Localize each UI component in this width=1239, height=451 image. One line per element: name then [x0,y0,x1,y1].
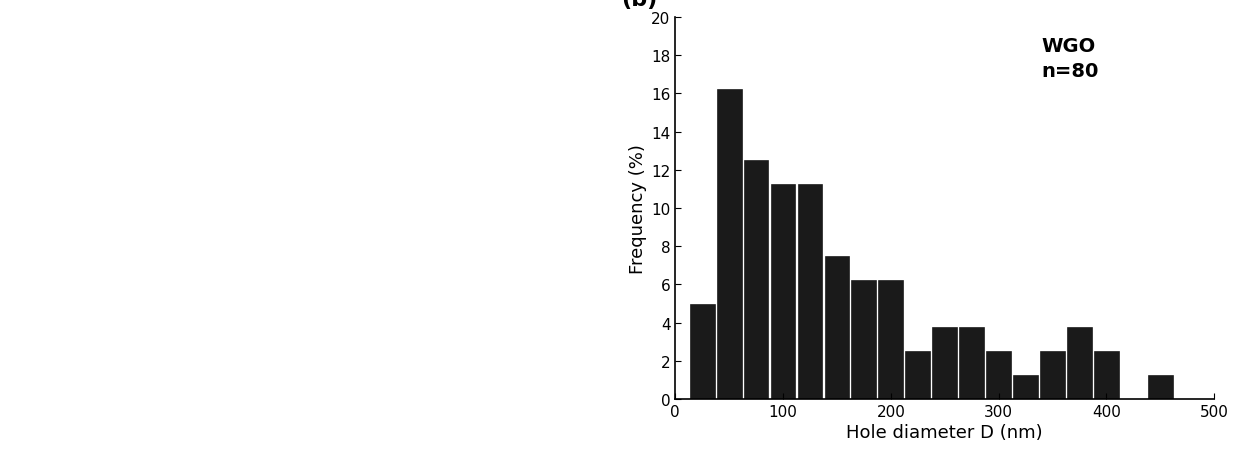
X-axis label: Hole diameter D (nm): Hole diameter D (nm) [846,423,1043,441]
Bar [1067,328,1092,399]
Bar [798,185,823,399]
Y-axis label: Frequency (%): Frequency (%) [629,144,647,273]
Bar [716,89,742,399]
Bar [1094,351,1119,399]
Bar [878,280,903,399]
Bar [824,256,850,399]
Bar [851,280,876,399]
Bar [1147,375,1173,399]
Text: (a): (a) [19,18,55,38]
Text: 1 μm: 1 μm [481,381,527,399]
Bar [906,351,930,399]
Bar [986,351,1011,399]
Bar [1014,375,1038,399]
Bar [690,304,715,399]
Text: D: D [494,121,509,140]
Text: (b): (b) [622,0,658,10]
Bar [959,328,984,399]
Bar [932,328,958,399]
Text: WGO
n=80: WGO n=80 [1042,37,1099,81]
Bar [743,161,768,399]
Bar [771,185,795,399]
Bar [1040,351,1066,399]
